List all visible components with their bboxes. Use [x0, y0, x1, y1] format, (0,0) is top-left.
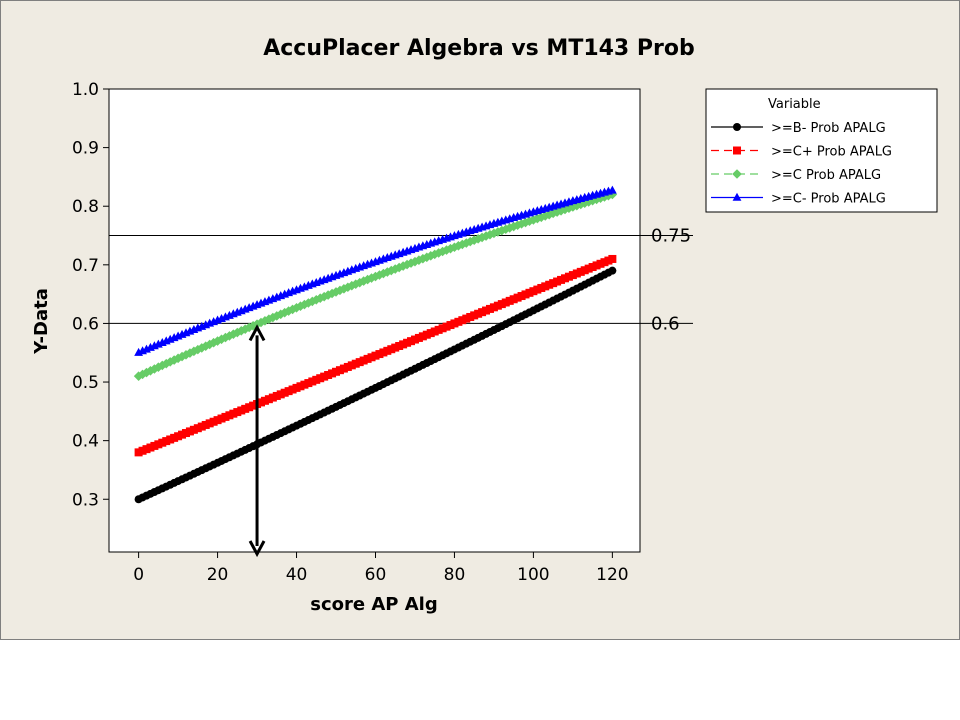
y-tick-label: 0.8: [72, 197, 99, 217]
y-tick-label: 0.7: [72, 256, 99, 276]
y-tick-label: 0.6: [72, 314, 99, 334]
y-tick-label: 0.3: [72, 490, 99, 510]
x-axis-label: score AP Alg: [310, 594, 437, 615]
chart-svg: AccuPlacer Algebra vs MT143 Prob 0.75 0.6…: [1, 1, 959, 639]
x-tick-label: 120: [596, 565, 628, 585]
y-tick-label: 0.5: [72, 373, 99, 393]
legend-entry-2: >=C Prob APALG: [771, 168, 881, 183]
legend-title: Variable: [768, 97, 821, 112]
legend-entry-1: >=C+ Prob APALG: [771, 145, 892, 160]
legend-marker-0: [733, 123, 741, 131]
legend-marker-1: [733, 147, 741, 155]
chart-frame: AccuPlacer Algebra vs MT143 Prob 0.75 0.6…: [0, 0, 960, 640]
x-tick-label: 40: [286, 565, 308, 585]
reference-line-label-0: 0.75: [651, 226, 691, 247]
chart-title: AccuPlacer Algebra vs MT143 Prob: [263, 36, 695, 61]
legend-entry-3: >=C- Prob APALG: [771, 192, 886, 207]
x-tick-label: 100: [517, 565, 549, 585]
x-tick-label: 80: [444, 565, 466, 585]
reference-line-label-1: 0.6: [651, 313, 680, 334]
x-tick-label: 0: [133, 565, 144, 585]
legend: Variable >=B- Prob APALG >=C+ Prob APALG >…: [706, 89, 937, 212]
x-tick-label: 20: [207, 565, 229, 585]
y-tick-label: 0.9: [72, 139, 99, 159]
y-tick-label: 1.0: [72, 80, 99, 100]
y-axis-label: Y-Data: [31, 288, 52, 355]
x-tick-label: 60: [365, 565, 387, 585]
data-point: [608, 255, 616, 263]
data-point: [608, 267, 616, 275]
legend-entry-0: >=B- Prob APALG: [771, 121, 886, 136]
plot-area: [109, 89, 640, 552]
y-tick-label: 0.4: [72, 432, 99, 452]
